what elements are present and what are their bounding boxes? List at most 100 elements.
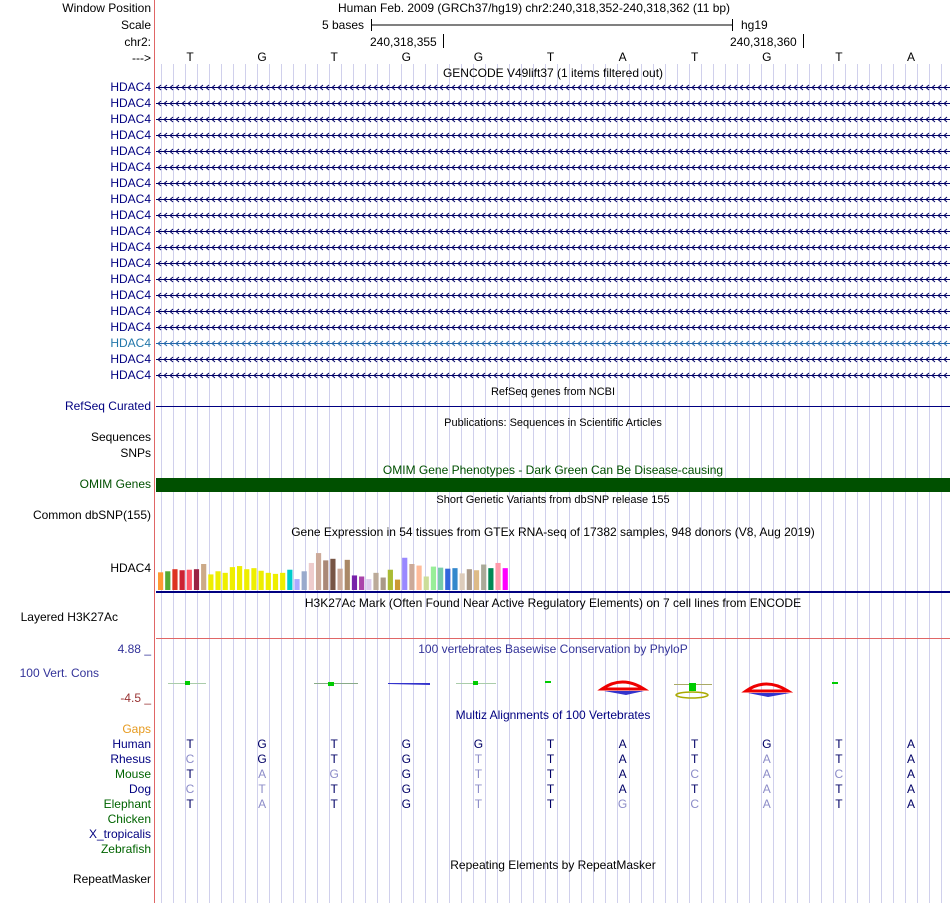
alignment-base: C [690, 767, 700, 781]
refseq-gene-line[interactable] [156, 406, 950, 407]
species-label[interactable]: Elephant [103, 797, 151, 811]
repeatmasker-label[interactable]: RepeatMasker [72, 872, 151, 886]
gtex-tissue-bar [158, 572, 164, 590]
sequence-base: T [330, 50, 338, 64]
omim-gene-bar[interactable] [156, 478, 950, 492]
gtex-tissue-bar [208, 574, 214, 590]
gencode-transcript-label[interactable]: HDAC4 [110, 288, 151, 302]
gtex-title[interactable]: Gene Expression in 54 tissues from GTEx … [291, 525, 815, 539]
h3k27ac-title[interactable]: H3K27Ac Mark (Often Found Near Active Re… [304, 596, 802, 610]
alignment-base: T [474, 782, 483, 796]
alignment-base: A [906, 737, 915, 751]
gtex-bar-chart[interactable] [156, 540, 950, 595]
position-2: 240,318,360 [730, 35, 797, 49]
multiz-title[interactable]: Multiz Alignments of 100 Vertebrates [455, 708, 651, 722]
gencode-transcript-label[interactable]: HDAC4 [110, 240, 151, 254]
gtex-tissue-bar [459, 573, 465, 590]
gencode-transcript-line [156, 372, 950, 379]
species-label[interactable]: Chicken [107, 812, 151, 826]
gencode-transcript-label[interactable]: HDAC4 [110, 144, 151, 158]
species-label[interactable]: Human [112, 737, 151, 751]
gencode-transcript-label[interactable]: HDAC4 [110, 336, 151, 350]
gencode-transcript-line [156, 212, 950, 219]
gencode-transcript-label[interactable]: HDAC4 [110, 256, 151, 270]
gencode-transcript-line [156, 244, 950, 251]
alignment-base: A [906, 782, 915, 796]
gencode-transcripts[interactable] [156, 80, 950, 384]
publications-snps-label[interactable]: SNPs [120, 446, 151, 460]
gencode-title[interactable]: GENCODE V49lift37 (1 items filtered out) [442, 66, 664, 80]
gencode-transcript-label[interactable]: HDAC4 [110, 224, 151, 238]
phylop-title[interactable]: 100 vertebrates Basewise Conservation by… [418, 642, 688, 656]
refseq-title[interactable]: RefSeq genes from NCBI [490, 386, 616, 398]
species-label[interactable]: X_tropicalis [88, 827, 151, 841]
gtex-tissue-bar [301, 571, 307, 590]
alignment-base: T [330, 752, 338, 766]
gtex-tissue-bar [265, 572, 271, 590]
species-label[interactable]: Dog [128, 782, 151, 796]
gtex-tissue-bar [423, 576, 429, 590]
gencode-transcript-label[interactable]: HDAC4 [110, 208, 151, 222]
sequence-base: T [546, 50, 555, 64]
refseq-label[interactable]: RefSeq Curated [64, 399, 151, 413]
repeatmasker-title[interactable]: Repeating Elements by RepeatMasker [450, 858, 656, 872]
sequence-base: A [906, 50, 915, 64]
gtex-tissue-bar [466, 569, 472, 590]
gencode-transcript-line [156, 196, 950, 203]
gencode-transcript-label[interactable]: HDAC4 [110, 192, 151, 206]
species-label[interactable]: Mouse [114, 767, 151, 781]
gtex-tissue-bar [359, 576, 365, 590]
gencode-transcript-label[interactable]: HDAC4 [110, 320, 151, 334]
gencode-transcript-label[interactable]: HDAC4 [110, 128, 151, 142]
alignment-base: T [186, 737, 194, 751]
sequence-base: T [691, 50, 699, 64]
gtex-tissue-bar [215, 571, 221, 590]
gtex-tissue-bar [280, 572, 286, 590]
dbsnp-label[interactable]: Common dbSNP(155) [32, 508, 151, 522]
species-label[interactable]: Rhesus [110, 752, 151, 766]
position-1-tick [443, 34, 444, 48]
dbsnp-title[interactable]: Short Genetic Variants from dbSNP releas… [436, 494, 670, 506]
gtex-tissue-bar [323, 560, 329, 590]
alignment-base: T [474, 752, 483, 766]
alignment-base: G [401, 752, 411, 766]
gencode-transcript-label[interactable]: HDAC4 [110, 96, 151, 110]
gencode-transcript-label[interactable]: HDAC4 [110, 272, 151, 286]
gencode-transcript-label[interactable]: HDAC4 [110, 368, 151, 382]
gtex-tissue-bar [172, 569, 178, 590]
alignment-base: T [835, 797, 843, 811]
gencode-transcript-line [156, 356, 950, 363]
alignment-base: G [473, 737, 484, 751]
gtex-tissue-bar [308, 562, 314, 590]
alignment-base: G [401, 737, 411, 751]
phylop-track[interactable] [156, 675, 950, 700]
alignment-base: A [618, 767, 627, 781]
alignment-base: G [257, 752, 267, 766]
publications-title[interactable]: Publications: Sequences in Scientific Ar… [444, 417, 662, 429]
alignment-base: C [834, 767, 844, 781]
h3k27ac-label[interactable]: Layered H3K27Ac [20, 610, 118, 624]
gtex-tissue-bar [438, 567, 444, 590]
species-label[interactable]: Zebrafish [100, 842, 151, 856]
omim-genes-label[interactable]: OMIM Genes [79, 477, 151, 491]
gtex-tissue-bar [394, 579, 401, 590]
gtex-tissue-bar [258, 570, 264, 590]
gencode-transcript-label[interactable]: HDAC4 [110, 352, 151, 366]
gencode-transcript-label[interactable]: HDAC4 [110, 176, 151, 190]
alignment-base: T [835, 737, 843, 751]
alignment-base: T [186, 797, 194, 811]
gencode-transcript-label[interactable]: HDAC4 [110, 112, 151, 126]
omim-title[interactable]: OMIM Gene Phenotypes - Dark Green Can Be… [382, 463, 724, 477]
alignment-base: T [691, 752, 699, 766]
gtex-label[interactable]: HDAC4 [110, 561, 151, 575]
alignment-base: G [617, 797, 628, 811]
publications-sequences-label[interactable]: Sequences [90, 430, 151, 444]
phylop-glyph-10 [832, 682, 838, 684]
phylop-label[interactable]: 100 Vert. Cons [19, 666, 99, 680]
gencode-transcript-line [156, 164, 950, 171]
gencode-transcript-label[interactable]: HDAC4 [110, 160, 151, 174]
sequence-base: G [257, 50, 267, 64]
phylop-glyph-9 [741, 682, 794, 697]
gencode-transcript-label[interactable]: HDAC4 [110, 80, 151, 94]
gencode-transcript-label[interactable]: HDAC4 [110, 304, 151, 318]
